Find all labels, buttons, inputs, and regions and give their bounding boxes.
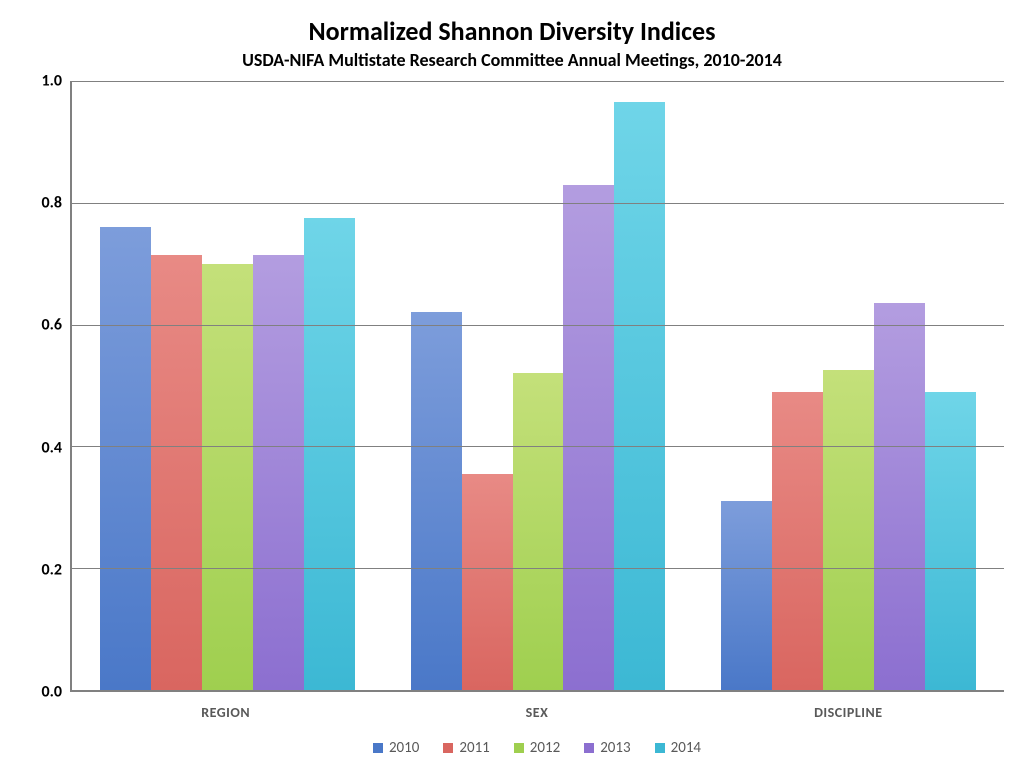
y-tick-label: 1.0 bbox=[42, 72, 63, 91]
bar bbox=[151, 255, 202, 690]
bar bbox=[202, 264, 253, 690]
grid-line bbox=[72, 568, 1004, 569]
plot bbox=[70, 81, 1004, 692]
legend-item: 2010 bbox=[373, 739, 419, 757]
legend-item: 2011 bbox=[443, 739, 489, 757]
legend-item: 2014 bbox=[655, 739, 701, 757]
x-axis-label: SEX bbox=[381, 704, 692, 721]
y-tick-label: 0.8 bbox=[42, 194, 63, 213]
legend-swatch bbox=[443, 743, 453, 753]
legend-label: 2014 bbox=[671, 739, 701, 757]
y-tick-label: 0.0 bbox=[42, 683, 63, 702]
x-axis: REGIONSEXDISCIPLINE bbox=[70, 704, 1004, 721]
y-axis: 0.00.20.40.60.81.0 bbox=[20, 81, 70, 692]
x-axis-label: REGION bbox=[70, 704, 381, 721]
bar bbox=[614, 102, 665, 690]
bar bbox=[513, 373, 564, 690]
legend-swatch bbox=[373, 743, 383, 753]
bar bbox=[563, 185, 614, 690]
legend-swatch bbox=[655, 743, 665, 753]
bar bbox=[823, 370, 874, 690]
chart-subtitle: USDA-NIFA Multistate Research Committee … bbox=[20, 49, 1004, 71]
bar bbox=[411, 312, 462, 690]
legend-swatch bbox=[514, 743, 524, 753]
y-tick-label: 0.4 bbox=[42, 438, 63, 457]
grid-line bbox=[72, 81, 1004, 82]
bar bbox=[925, 392, 976, 690]
bar-group bbox=[693, 81, 1004, 690]
legend-label: 2012 bbox=[530, 739, 560, 757]
bar bbox=[462, 474, 513, 690]
bar bbox=[304, 218, 355, 690]
legend-item: 2013 bbox=[584, 739, 630, 757]
legend-label: 2011 bbox=[459, 739, 489, 757]
grid-line bbox=[72, 325, 1004, 326]
bar bbox=[721, 501, 772, 690]
legend-item: 2012 bbox=[514, 739, 560, 757]
grid-line bbox=[72, 203, 1004, 204]
bar-groups bbox=[72, 81, 1004, 690]
grid-line bbox=[72, 446, 1004, 447]
chart-titles: Normalized Shannon Diversity Indices USD… bbox=[20, 15, 1004, 71]
bar bbox=[253, 255, 304, 690]
legend-swatch bbox=[584, 743, 594, 753]
bar-group bbox=[383, 81, 694, 690]
legend: 2010 2011 2012 2013 2014 bbox=[70, 739, 1004, 757]
chart-container: Normalized Shannon Diversity Indices USD… bbox=[0, 0, 1024, 767]
bar bbox=[874, 303, 925, 690]
plot-area: 0.00.20.40.60.81.0 bbox=[20, 81, 1004, 692]
legend-label: 2010 bbox=[389, 739, 419, 757]
x-axis-label: DISCIPLINE bbox=[693, 704, 1004, 721]
y-tick-label: 0.6 bbox=[42, 316, 63, 335]
bar-group bbox=[72, 81, 383, 690]
bar bbox=[100, 227, 151, 690]
chart-title: Normalized Shannon Diversity Indices bbox=[20, 15, 1004, 47]
bar bbox=[772, 392, 823, 690]
legend-label: 2013 bbox=[600, 739, 630, 757]
y-tick-label: 0.2 bbox=[42, 560, 63, 579]
